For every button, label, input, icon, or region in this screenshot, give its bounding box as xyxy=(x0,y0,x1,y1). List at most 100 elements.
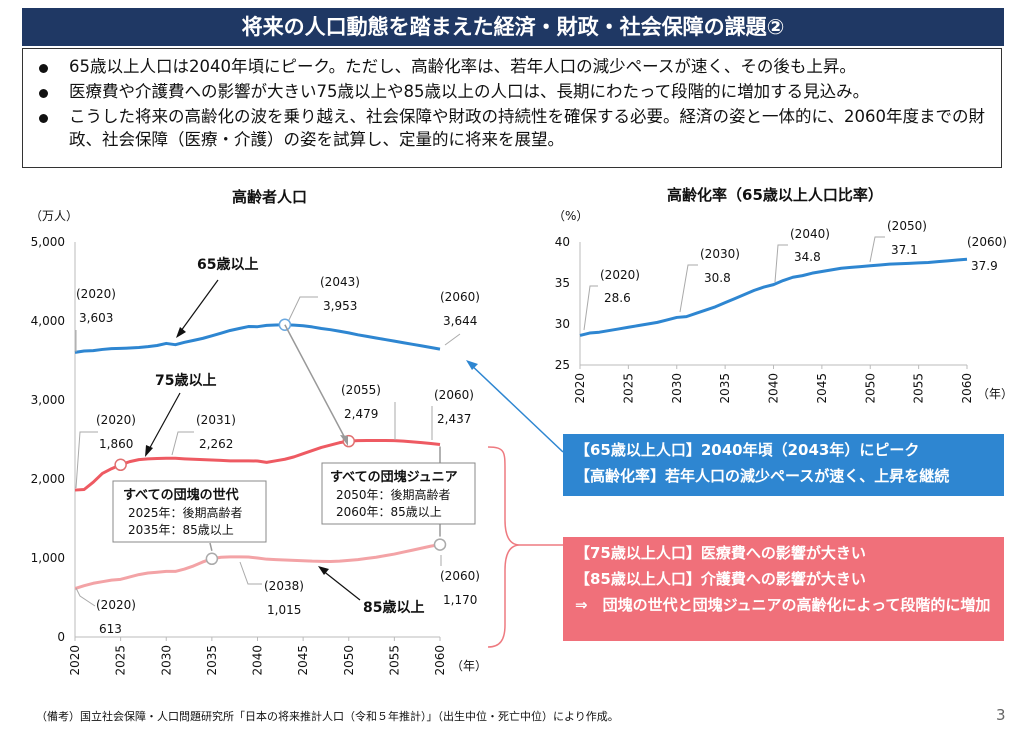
arrow-head-icon xyxy=(466,360,478,370)
point-label-value: 3,953 xyxy=(323,299,357,313)
point-label-value: 2,479 xyxy=(344,407,378,421)
right-y-tick-label: 25 xyxy=(555,358,570,372)
left-x-tick-label: 2050 xyxy=(342,645,356,676)
arrow-75plus xyxy=(146,392,181,454)
rate-label-connector xyxy=(774,244,788,283)
point-label-connector xyxy=(287,296,318,323)
summary-box: 65歳以上人口は2040年頃にピーク。ただし、高齢化率は、若年人口の減少ペースが… xyxy=(22,48,1002,168)
rate-label-year: (2030) xyxy=(700,247,740,261)
point-label-year: (2038) xyxy=(264,579,304,593)
point-label-year: (2043) xyxy=(320,275,360,289)
right-x-tick-label: 2030 xyxy=(670,373,684,404)
page-number: 3 xyxy=(996,706,1006,724)
rate-label-connector xyxy=(869,236,885,263)
callout-line: ⇒ 団塊の世代と団塊ジュニアの高齢化によって段階的に増加 xyxy=(575,596,991,614)
annotation-line: 2050年：後期高齢者 xyxy=(336,487,451,502)
left-y-tick-label: 0 xyxy=(57,630,65,644)
arrow-head-icon xyxy=(176,327,186,338)
point-label-value: 3,644 xyxy=(443,314,477,328)
connector-arrow xyxy=(284,324,347,441)
rate-label-value: 37.1 xyxy=(891,243,918,257)
series-label-85plus: 85歳以上 xyxy=(363,599,424,616)
annotation-line: 2025年：後期高齢者 xyxy=(128,505,243,520)
point-label-value: 2,437 xyxy=(437,412,471,426)
line-aging-rate xyxy=(579,257,968,337)
left-y-tick-label: 3,000 xyxy=(31,393,65,407)
left-y-tick-label: 4,000 xyxy=(31,314,65,328)
right-chart-title: 高齢化率（65歳以上人口比率） xyxy=(667,186,883,204)
rate-label-value: 34.8 xyxy=(794,250,821,264)
right-x-tick-label: 2020 xyxy=(573,373,587,404)
point-label-year: (2020) xyxy=(96,598,136,612)
rate-label-value: 30.8 xyxy=(704,271,731,285)
point-label-year: (2020) xyxy=(76,287,116,301)
rate-label-value: 37.9 xyxy=(971,259,998,273)
bullet-item: こうした将来の高齢化の波を乗り越え、社会保障や財政の持続性を確保する必要。経済の… xyxy=(33,105,991,151)
bullet-item: 65歳以上人口は2040年頃にピーク。ただし、高齢化率は、若年人口の減少ペースが… xyxy=(33,55,991,78)
left-x-tick-label: 2055 xyxy=(387,645,401,676)
line-85plus xyxy=(74,543,441,591)
rate-label-connector xyxy=(679,264,698,313)
series-label-65plus: 65歳以上 xyxy=(197,256,258,273)
rate-label-connector xyxy=(583,285,598,331)
point-label-year: (2060) xyxy=(434,388,474,402)
bracket-75-85 xyxy=(487,446,521,648)
left-y-tick-label: 1,000 xyxy=(31,551,65,565)
left-x-tick-label: 2020 xyxy=(68,645,82,676)
footnote: （備考）国立社会保障・人口問題研究所「日本の将来推計人口（令和５年推計）」（出生… xyxy=(36,710,619,723)
point-label-connector xyxy=(444,333,461,346)
annotation-box-junior xyxy=(321,462,476,525)
left-x-tick-label: 2040 xyxy=(251,645,265,676)
callout-line: 【65歳以上人口】2040年頃（2043年）にピーク xyxy=(575,441,920,459)
callout-pointer xyxy=(467,361,564,453)
right-x-tick-label: 2055 xyxy=(912,373,926,404)
bullet-dot-icon xyxy=(39,114,48,123)
right-x-tick-label: 2040 xyxy=(767,373,781,404)
line-75plus xyxy=(74,438,441,492)
right-y-tick-label: 40 xyxy=(555,235,570,249)
callout-65plus: 【65歳以上人口】2040年頃（2043年）にピーク 【高齢化率】若年人口の減少… xyxy=(563,434,1004,496)
rate-label-year: (2050) xyxy=(887,219,927,233)
right-y-axis-unit: （%） xyxy=(553,209,588,223)
annotation-title: すべての団塊ジュニア xyxy=(330,469,458,485)
highlight-marker xyxy=(205,552,219,566)
callout-line: 【85歳以上人口】介護費への影響が大きい xyxy=(575,570,866,588)
bullet-dot-icon xyxy=(39,64,48,73)
highlight-marker xyxy=(114,458,127,472)
callout-line: 【75歳以上人口】医療費への影響が大きい xyxy=(575,544,866,562)
point-label-value: 613 xyxy=(99,622,122,636)
point-label-connector xyxy=(75,431,98,489)
point-label-value: 1,860 xyxy=(99,437,133,451)
line-65plus xyxy=(74,323,441,354)
point-label-year: (2060) xyxy=(440,290,480,304)
right-x-tick-label: 2050 xyxy=(863,373,877,404)
annotation-box-dankai xyxy=(112,480,267,543)
callout-75-85plus: 【75歳以上人口】医療費への影響が大きい 【85歳以上人口】介護費への影響が大き… xyxy=(563,537,1004,641)
point-label-value: 2,262 xyxy=(199,437,233,451)
left-x-tick-label: 2045 xyxy=(296,645,310,676)
left-x-tick-label: 2060 xyxy=(433,645,447,676)
right-x-axis-unit: （年） xyxy=(977,387,1013,401)
point-label-year: (2020) xyxy=(96,413,136,427)
rate-label-year: (2060) xyxy=(967,235,1007,249)
left-y-axis-unit: （万人） xyxy=(30,209,78,223)
callout-line: 【高齢化率】若年人口の減少ペースが速く、上昇を継続 xyxy=(575,467,950,485)
right-y-tick-label: 30 xyxy=(555,317,570,331)
arrow-65plus xyxy=(177,279,219,336)
point-label-connector xyxy=(171,431,194,456)
left-x-axis-unit: （年） xyxy=(451,659,487,673)
bullet-item: 医療費や介護費への影響が大きい75歳以上や85歳以上の人口は、長期にわたって段階… xyxy=(33,80,991,103)
point-label-connector xyxy=(239,561,262,585)
bullet-text: 医療費や介護費への影響が大きい75歳以上や85歳以上の人口は、長期にわたって段階… xyxy=(69,82,870,101)
arrow-head-icon xyxy=(340,435,348,446)
left-x-tick-label: 2025 xyxy=(114,645,128,676)
left-y-tick-label: 2,000 xyxy=(31,472,65,486)
left-x-tick-label: 2030 xyxy=(159,645,173,676)
left-y-tick-label: 5,000 xyxy=(31,235,65,249)
point-label-year: (2055) xyxy=(341,383,381,397)
point-label-year: (2060) xyxy=(440,569,480,583)
right-x-tick-label: 2060 xyxy=(960,373,974,404)
bullet-text: 65歳以上人口は2040年頃にピーク。ただし、高齢化率は、若年人口の減少ペースが… xyxy=(69,57,856,76)
point-label-value: 3,603 xyxy=(79,311,113,325)
